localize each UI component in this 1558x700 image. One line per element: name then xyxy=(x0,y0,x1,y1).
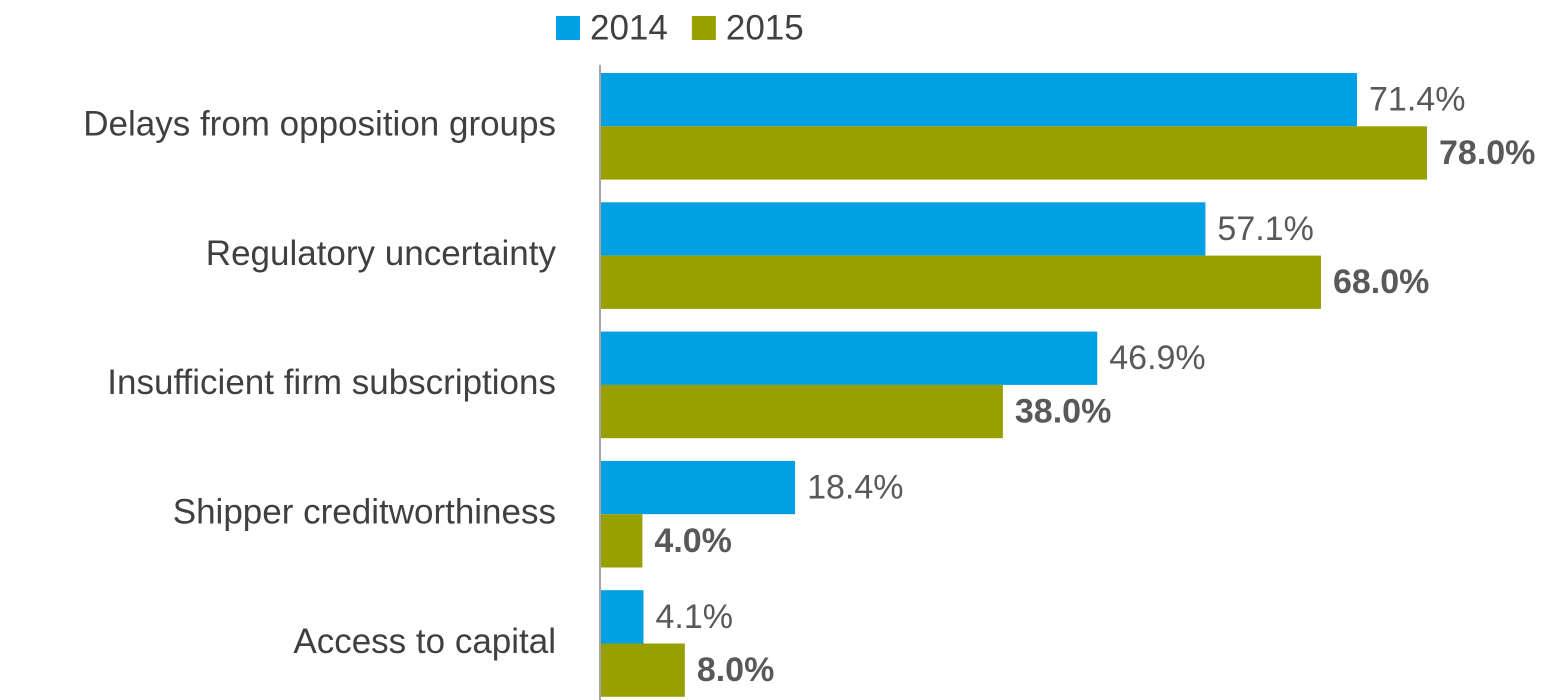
value-label: 46.9% xyxy=(1109,339,1205,377)
category-label: Insufficient firm subscriptions xyxy=(107,363,556,402)
bar xyxy=(600,643,685,697)
value-label: 8.0% xyxy=(697,651,775,689)
value-label: 38.0% xyxy=(1015,393,1111,431)
bar xyxy=(600,255,1321,309)
value-label: 4.1% xyxy=(655,598,733,636)
legend-swatch xyxy=(691,16,716,40)
category-label: Regulatory uncertainty xyxy=(206,234,557,273)
bar xyxy=(600,384,1003,439)
bar xyxy=(600,126,1427,180)
category-label: Delays from opposition groups xyxy=(83,105,556,144)
value-label: 71.4% xyxy=(1369,81,1465,119)
bar xyxy=(600,514,643,568)
value-label: 4.0% xyxy=(654,522,732,560)
value-label: 78.0% xyxy=(1439,134,1535,172)
category-label: Access to capital xyxy=(293,622,556,661)
bar xyxy=(600,202,1206,256)
bar xyxy=(600,460,796,515)
category-label: Shipper creditworthiness xyxy=(173,492,556,531)
bar xyxy=(600,590,644,644)
legend-label: 2014 xyxy=(590,8,668,47)
value-label: 57.1% xyxy=(1217,210,1313,248)
value-label: 68.0% xyxy=(1333,263,1429,301)
bar xyxy=(600,331,1098,385)
bar xyxy=(600,73,1358,127)
legend-swatch xyxy=(556,16,580,40)
value-label: 18.4% xyxy=(807,469,903,507)
legend-label: 2015 xyxy=(726,8,804,47)
